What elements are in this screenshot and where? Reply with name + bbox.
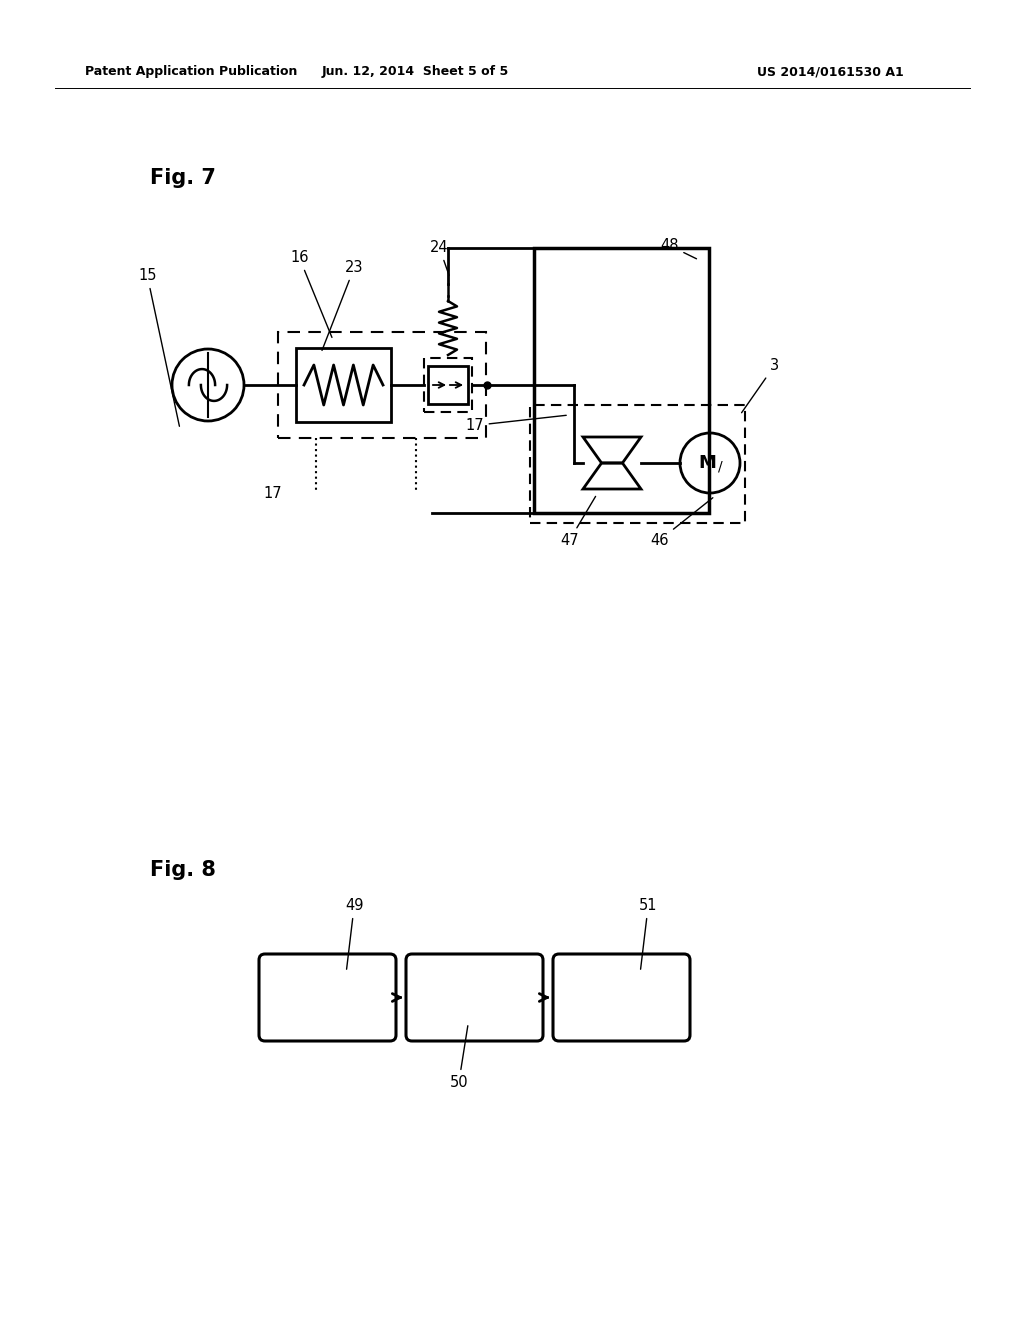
Text: /: / — [718, 459, 722, 474]
Bar — [534, 248, 709, 513]
Text: 48: 48 — [660, 238, 696, 259]
Text: 16: 16 — [290, 249, 332, 338]
Text: 23: 23 — [322, 260, 364, 350]
Text: 17: 17 — [465, 416, 566, 433]
Text: 24: 24 — [430, 240, 450, 276]
Text: Fig. 8: Fig. 8 — [150, 861, 216, 880]
Text: 47: 47 — [560, 496, 596, 548]
Text: Patent Application Publication: Patent Application Publication — [85, 66, 297, 78]
Text: Jun. 12, 2014  Sheet 5 of 5: Jun. 12, 2014 Sheet 5 of 5 — [322, 66, 509, 78]
Text: 49: 49 — [345, 898, 364, 969]
Bar — [428, 366, 468, 404]
Text: 3: 3 — [741, 358, 779, 413]
Text: 50: 50 — [450, 1026, 468, 1090]
Text: 15: 15 — [138, 268, 179, 426]
Text: Fig. 7: Fig. 7 — [150, 168, 216, 187]
Text: 46: 46 — [650, 498, 713, 548]
Bar — [296, 348, 391, 422]
Bar — [530, 405, 745, 523]
Text: US 2014/0161530 A1: US 2014/0161530 A1 — [757, 66, 903, 78]
Bar — [424, 358, 472, 412]
Text: 51: 51 — [639, 898, 657, 969]
Bar — [278, 333, 486, 438]
Text: M: M — [698, 454, 716, 473]
Text: 17: 17 — [263, 486, 282, 502]
